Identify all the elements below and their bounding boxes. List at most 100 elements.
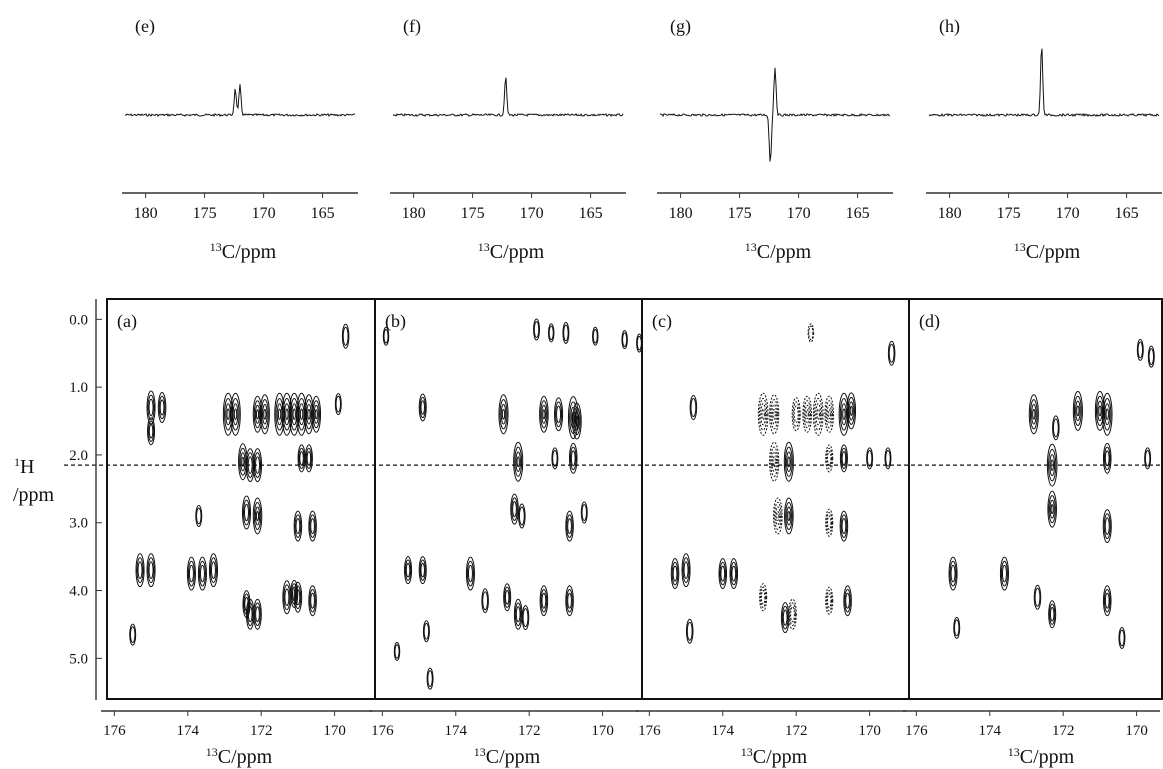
contour-peak — [769, 441, 780, 482]
contour-ring — [566, 514, 573, 538]
contour-ring — [782, 609, 788, 626]
x-axis-label: 13C/ppm — [478, 240, 545, 263]
axis-label-superscript: 13 — [1014, 240, 1026, 254]
contour-peak — [565, 510, 574, 542]
contour-ring — [136, 557, 144, 584]
x-axis-label: 13C/ppm — [474, 745, 541, 768]
contour-peak — [135, 553, 145, 588]
contour-ring — [1105, 408, 1109, 421]
x-axis-label: 13C/ppm — [741, 745, 808, 768]
contour-ring — [1136, 338, 1144, 361]
contour-ring — [771, 404, 777, 425]
axis-label-text: C/ppm — [490, 241, 545, 263]
axis-label-text: C/ppm — [753, 746, 808, 768]
contour-peak — [824, 395, 835, 433]
contour-ring — [1031, 404, 1037, 425]
axis-label-superscript: 1 — [14, 455, 20, 469]
x-tick-label: 170 — [1056, 205, 1080, 222]
contour-peak — [718, 558, 728, 590]
contour-ring — [306, 404, 312, 425]
contour-ring — [420, 400, 425, 415]
contour-ring — [950, 564, 956, 583]
x-tick-label: 175 — [997, 205, 1021, 222]
contour-ring — [1029, 399, 1038, 430]
x-tick-label: 170 — [252, 205, 276, 222]
axis-label-superscript: 13 — [1008, 745, 1020, 759]
contour-ring — [254, 404, 261, 424]
contour-ring — [210, 561, 216, 579]
contour-ring — [1072, 390, 1083, 431]
contour-ring — [342, 326, 349, 346]
y-axis-label: 1H — [14, 455, 34, 478]
contour-ring — [1104, 403, 1111, 426]
contour-ring — [310, 518, 315, 535]
contour-ring — [949, 560, 957, 587]
contour-peak — [948, 556, 958, 591]
contour-ring — [137, 561, 143, 579]
contour-ring — [196, 507, 202, 525]
contour-ring — [341, 323, 350, 349]
contour-ring — [231, 398, 240, 431]
contour-ring — [636, 333, 642, 353]
x-tick-label: 170 — [858, 723, 881, 739]
x-tick-label: 172 — [250, 723, 273, 739]
contour-ring — [826, 447, 833, 469]
contour-ring — [514, 602, 522, 627]
contour-ring — [825, 444, 834, 473]
contour-ring — [784, 446, 793, 477]
contour-ring — [1048, 448, 1057, 482]
panel-label: (g) — [670, 16, 691, 37]
contour-ring — [306, 451, 312, 466]
contour-ring — [294, 585, 302, 610]
contour-ring — [291, 583, 298, 605]
contour-ring — [760, 403, 767, 426]
contour-ring — [311, 395, 322, 433]
y-tick-label: 5.0 — [69, 651, 88, 667]
x-axis-label: 13C/ppm — [206, 745, 273, 768]
axis-label-text: C/ppm — [222, 241, 277, 263]
contour-ring — [773, 497, 783, 535]
contour-ring — [784, 497, 794, 535]
axis-label-text: C/ppm — [1020, 746, 1075, 768]
contour-ring — [1137, 341, 1144, 359]
contour-ring — [840, 514, 848, 538]
contour-peak — [195, 504, 203, 527]
contour-group — [382, 318, 642, 690]
contour-ring — [277, 408, 282, 421]
contour-ring — [552, 449, 558, 467]
contour-peak — [1102, 585, 1112, 617]
contour-peak — [759, 583, 768, 612]
contour-group — [670, 323, 896, 644]
contour-group — [948, 338, 1155, 649]
contour-ring — [887, 340, 896, 366]
contour-peak — [146, 390, 156, 425]
contour-ring — [816, 408, 820, 421]
contour-peak — [999, 556, 1009, 591]
contour-peak — [393, 642, 401, 662]
contour-ring — [148, 423, 154, 439]
contour-peak — [1048, 600, 1057, 629]
contour-peak — [953, 616, 961, 639]
contour-ring — [405, 562, 411, 578]
contour-ring — [826, 515, 832, 530]
spectrum-trace — [392, 77, 624, 117]
contour-ring — [466, 560, 474, 587]
contour-ring — [770, 446, 779, 477]
contour-ring — [787, 510, 791, 521]
correlation-panel-b: (b) 176 174 172 170 13C/ppm — [369, 298, 643, 768]
x-tick-label: 174 — [712, 723, 735, 739]
contour-ring — [240, 452, 246, 472]
x-axis-label: 13C/ppm — [745, 240, 812, 263]
contour-peak — [685, 618, 694, 644]
contour-ring — [562, 321, 570, 344]
contour-ring — [803, 400, 811, 429]
contour-ring — [426, 667, 434, 690]
contour-ring — [718, 558, 728, 590]
contour-ring — [481, 588, 489, 614]
contour-ring — [999, 556, 1009, 591]
panel-label: (c) — [652, 311, 672, 332]
contour-ring — [503, 583, 512, 612]
contour-ring — [299, 408, 304, 421]
contour-peak — [518, 503, 526, 529]
